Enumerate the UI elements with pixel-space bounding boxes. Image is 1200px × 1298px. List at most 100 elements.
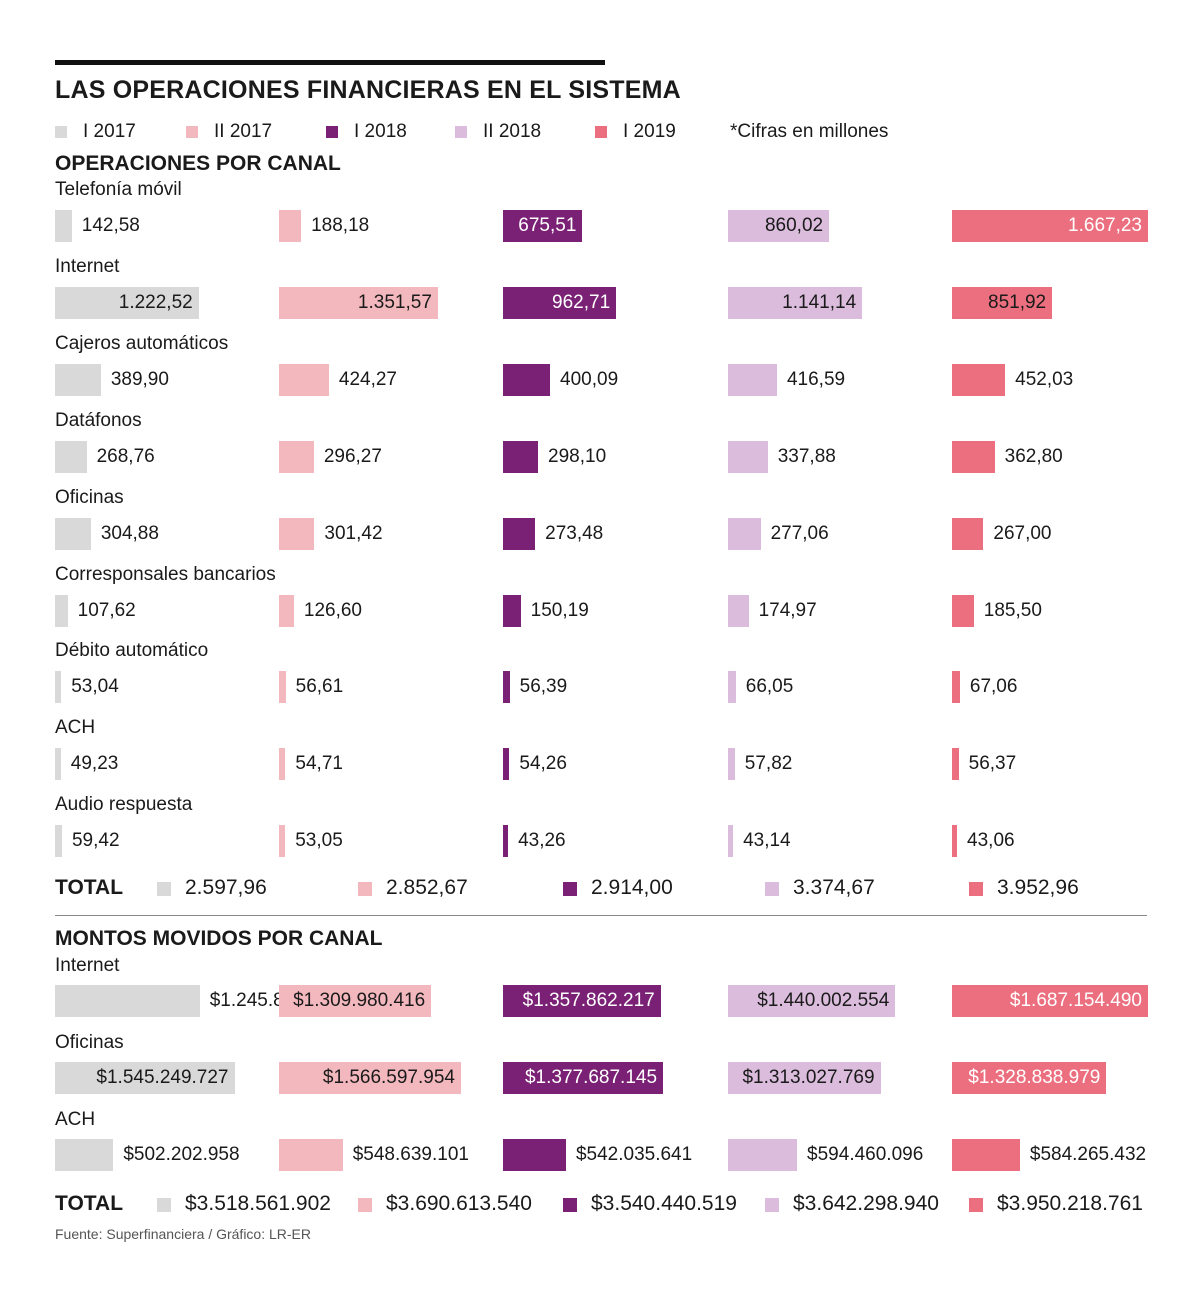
bar xyxy=(279,1139,343,1171)
data-label: $1.309.980.416 xyxy=(293,990,426,1011)
bar xyxy=(728,1062,881,1094)
legend-swatch xyxy=(455,126,467,138)
data-label: 675,51 xyxy=(518,215,577,236)
legend-label: I 2018 xyxy=(354,121,407,142)
data-label: 56,39 xyxy=(519,676,568,698)
data-label: 59,42 xyxy=(71,830,120,852)
data-label: 389,90 xyxy=(110,368,169,390)
total-swatch xyxy=(157,1198,171,1212)
data-label: 57,82 xyxy=(744,753,793,775)
data-label: 54,26 xyxy=(519,753,567,775)
data-label: $1.440.002.554 xyxy=(757,990,890,1011)
total-swatch xyxy=(563,1198,577,1212)
total-value: 2.914,00 xyxy=(591,876,673,899)
bar xyxy=(55,363,101,396)
data-label: 53,05 xyxy=(295,830,343,852)
chart-title: LAS OPERACIONES FINANCIERAS EN EL SISTEM… xyxy=(55,76,681,104)
data-label: 1.141,14 xyxy=(782,291,857,313)
bar xyxy=(952,210,1148,242)
bar xyxy=(503,748,510,781)
bar xyxy=(279,1062,461,1094)
bar xyxy=(279,517,315,550)
bar xyxy=(55,517,91,550)
bar xyxy=(503,594,521,627)
bar xyxy=(279,671,286,704)
total-swatch xyxy=(969,1198,983,1212)
bar xyxy=(55,985,200,1017)
section-title: MONTOS MOVIDOS POR CANAL xyxy=(55,927,383,950)
legend-swatch xyxy=(55,126,67,138)
bar xyxy=(952,1062,1107,1094)
total-swatch xyxy=(358,882,372,896)
data-label: 268,76 xyxy=(96,445,155,467)
bar xyxy=(728,594,749,627)
bar xyxy=(728,286,863,319)
data-label: 298,10 xyxy=(548,445,607,467)
bar xyxy=(503,210,583,242)
data-label: 273,48 xyxy=(545,522,604,544)
data-label: 43,26 xyxy=(518,830,566,852)
total-value: 2.597,96 xyxy=(185,876,267,899)
bar xyxy=(55,825,62,858)
bar xyxy=(728,1139,798,1171)
bar xyxy=(728,440,768,473)
bar xyxy=(55,286,199,319)
data-label: 304,88 xyxy=(100,522,159,544)
data-label: 126,60 xyxy=(303,599,362,621)
bar xyxy=(728,517,761,550)
category-label: ACH xyxy=(55,717,96,739)
bar xyxy=(503,363,551,396)
total-value: $3.950.218.761 xyxy=(997,1192,1143,1215)
bar xyxy=(279,594,294,627)
total-swatch xyxy=(765,1198,779,1212)
bar xyxy=(728,985,896,1017)
data-label: 362,80 xyxy=(1004,445,1063,467)
bar xyxy=(503,825,509,858)
data-label: 452,03 xyxy=(1015,368,1074,390)
bar xyxy=(55,1139,114,1171)
data-label: 277,06 xyxy=(770,522,829,544)
legend-label: I 2019 xyxy=(623,121,676,142)
data-label: 860,02 xyxy=(764,215,824,236)
total-value: 2.852,67 xyxy=(386,876,468,899)
bar xyxy=(952,517,984,550)
legend-label: II 2017 xyxy=(214,121,273,142)
legend-swatch xyxy=(326,126,338,138)
data-label: 54,71 xyxy=(295,753,343,775)
data-label: 337,88 xyxy=(777,445,836,467)
data-label: $1.313.027.769 xyxy=(742,1067,875,1088)
bar xyxy=(279,748,286,781)
data-label: $584.265.432 xyxy=(1029,1144,1147,1165)
total-label: TOTAL xyxy=(55,876,124,899)
data-label: 53,04 xyxy=(71,676,119,698)
units-note: *Cifras en millones xyxy=(730,121,889,142)
data-label: 142,58 xyxy=(81,215,140,236)
data-label: 185,50 xyxy=(983,599,1042,621)
total-value: $3.518.561.902 xyxy=(185,1192,331,1215)
data-label: 424,27 xyxy=(338,368,397,390)
data-label: 66,05 xyxy=(745,676,794,698)
total-value: $3.540.440.519 xyxy=(591,1192,737,1215)
data-label: 150,19 xyxy=(530,599,589,621)
bar xyxy=(728,825,734,858)
data-label: $1.328.838.979 xyxy=(968,1067,1101,1088)
data-label: $502.202.958 xyxy=(123,1144,240,1165)
total-label: TOTAL xyxy=(55,1192,124,1215)
bar xyxy=(55,440,87,473)
data-label: 1.667,23 xyxy=(1068,215,1142,236)
data-label: $542.035.641 xyxy=(575,1144,693,1165)
data-label: $548.639.101 xyxy=(352,1144,469,1165)
bar xyxy=(728,748,735,781)
category-label: Internet xyxy=(55,255,120,277)
data-label: 301,42 xyxy=(324,522,383,544)
bar xyxy=(55,594,68,627)
bar xyxy=(503,1139,566,1171)
data-label: 1.222,52 xyxy=(118,291,193,313)
total-value: $3.642.298.940 xyxy=(793,1192,939,1215)
section-title: OPERACIONES POR CANAL xyxy=(55,152,341,175)
bar xyxy=(55,210,72,242)
source-note: Fuente: Superfinanciera / Gráfico: LR-ER xyxy=(55,1226,312,1242)
category-label: Débito automático xyxy=(55,640,209,662)
data-label: 49,23 xyxy=(70,753,119,775)
bar xyxy=(952,825,958,858)
